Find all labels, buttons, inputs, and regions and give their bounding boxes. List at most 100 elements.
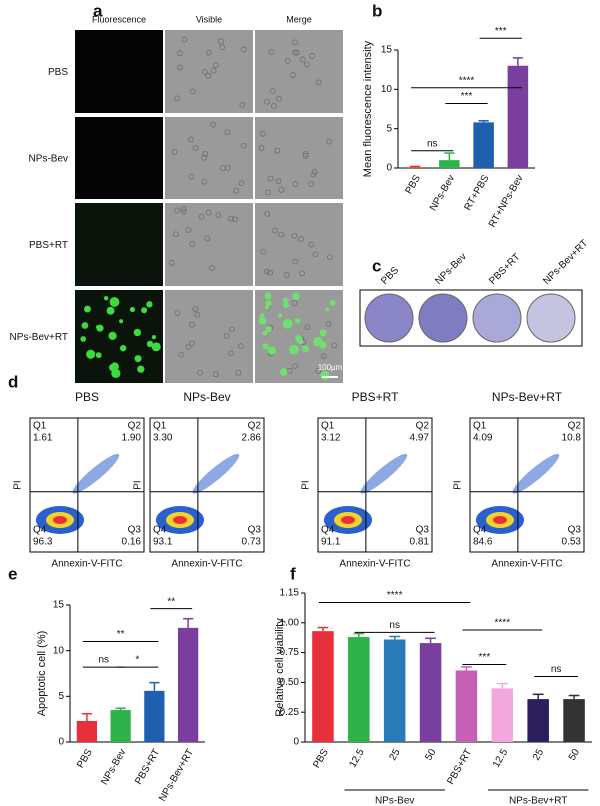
cell xyxy=(218,38,224,45)
cell xyxy=(308,180,315,187)
quadrant-value: 4.09 xyxy=(473,433,493,444)
significance-label: *** xyxy=(495,26,507,37)
cell xyxy=(188,173,195,180)
x-tick-label: PBS xyxy=(403,173,423,196)
cell xyxy=(224,164,231,171)
y-tick-label: 0.50 xyxy=(280,677,300,688)
quadrant-name: Q3 xyxy=(568,525,582,536)
cell xyxy=(181,36,188,43)
cell xyxy=(201,178,208,185)
cell xyxy=(235,369,242,376)
cell xyxy=(326,254,333,261)
cell xyxy=(194,311,201,318)
fluor-cell xyxy=(137,365,145,373)
x-tick-label: 50 xyxy=(423,747,438,763)
cell xyxy=(228,215,234,222)
fluor-cell xyxy=(109,297,120,307)
cell xyxy=(274,147,281,154)
cell xyxy=(189,321,195,328)
column-header: Fluorescence xyxy=(92,14,146,24)
flow-y-label: PI xyxy=(13,480,24,489)
flow-streak xyxy=(72,453,120,494)
cell xyxy=(240,142,247,149)
cell xyxy=(239,101,246,108)
fluor-cell xyxy=(95,325,101,330)
fluor-cell xyxy=(325,307,330,312)
flow-title: NPs-Bev xyxy=(183,390,230,404)
flow-x-label: Annexin-V-FITC xyxy=(339,559,410,570)
row-label: NPs-Bev xyxy=(29,154,68,165)
cell xyxy=(229,326,235,333)
significance-label: *** xyxy=(461,91,473,102)
cell xyxy=(283,272,290,278)
y-tick-label: 5 xyxy=(386,123,392,134)
fluor-cell xyxy=(84,305,91,313)
cell xyxy=(311,168,318,175)
cell xyxy=(292,181,299,187)
bar xyxy=(76,720,97,742)
cell xyxy=(174,207,181,214)
y-axis-label: Mean fluorescence intensity xyxy=(362,40,374,177)
significance-label: ** xyxy=(167,596,175,607)
row-label: PBS xyxy=(48,67,68,78)
fluor-cell xyxy=(146,340,154,348)
cell xyxy=(291,49,298,56)
quadrant-name: Q4 xyxy=(473,525,487,536)
fluor-cell xyxy=(288,344,299,355)
cell xyxy=(210,121,217,128)
cell xyxy=(312,251,319,258)
fluor-cell xyxy=(133,328,142,337)
fluor-cell xyxy=(120,345,127,352)
fluor-cell xyxy=(141,307,148,314)
bar xyxy=(439,160,460,168)
cell xyxy=(289,72,296,78)
cell xyxy=(189,88,196,95)
cell xyxy=(271,103,277,109)
bar xyxy=(527,699,549,742)
quadrant-value: 1.90 xyxy=(122,433,142,444)
flow-streak xyxy=(360,453,408,494)
y-tick-label: 15 xyxy=(53,600,65,611)
cell xyxy=(189,340,195,347)
flow-streak xyxy=(512,453,560,494)
fluor-cell xyxy=(262,330,268,336)
bar xyxy=(348,637,370,742)
x-tick-label: RT+NPs-Bev xyxy=(487,173,526,229)
quadrant-name: Q4 xyxy=(153,525,167,536)
y-tick-label: 1.15 xyxy=(280,588,300,599)
bar xyxy=(455,670,478,742)
fluor-cell xyxy=(129,306,136,313)
quadrant-name: Q4 xyxy=(33,525,47,536)
fluor-cell xyxy=(264,305,270,310)
cell xyxy=(192,145,199,151)
fluor-cell xyxy=(302,345,310,353)
cell xyxy=(264,98,270,105)
x-tick-label: PBS xyxy=(311,747,331,770)
fluor-cell xyxy=(106,306,115,315)
cell xyxy=(299,56,306,63)
panel-label: d xyxy=(8,372,18,391)
cell xyxy=(210,67,217,74)
cell xyxy=(259,130,266,137)
bar xyxy=(491,688,514,742)
cell xyxy=(180,206,187,212)
x-tick-label: 12.5 xyxy=(491,747,510,770)
cell xyxy=(263,268,270,275)
quadrant-value: 3.12 xyxy=(321,433,341,444)
x-tick-label: 25 xyxy=(531,747,546,763)
quadrant-value: 2.86 xyxy=(242,433,262,444)
significance-label: ** xyxy=(117,629,125,640)
fluor-cell xyxy=(319,329,327,337)
cell xyxy=(177,64,184,71)
quadrant-value: 3.30 xyxy=(153,433,173,444)
significance-label: ns xyxy=(551,664,562,675)
quadrant-name: Q3 xyxy=(248,525,262,536)
fluor-cell xyxy=(258,316,267,325)
significance-label: *** xyxy=(479,652,491,663)
fluor-cell xyxy=(153,346,159,352)
cell xyxy=(302,152,309,159)
fluor-cell xyxy=(262,343,269,350)
bar xyxy=(507,65,529,168)
flow-y-label: PI xyxy=(301,480,312,489)
